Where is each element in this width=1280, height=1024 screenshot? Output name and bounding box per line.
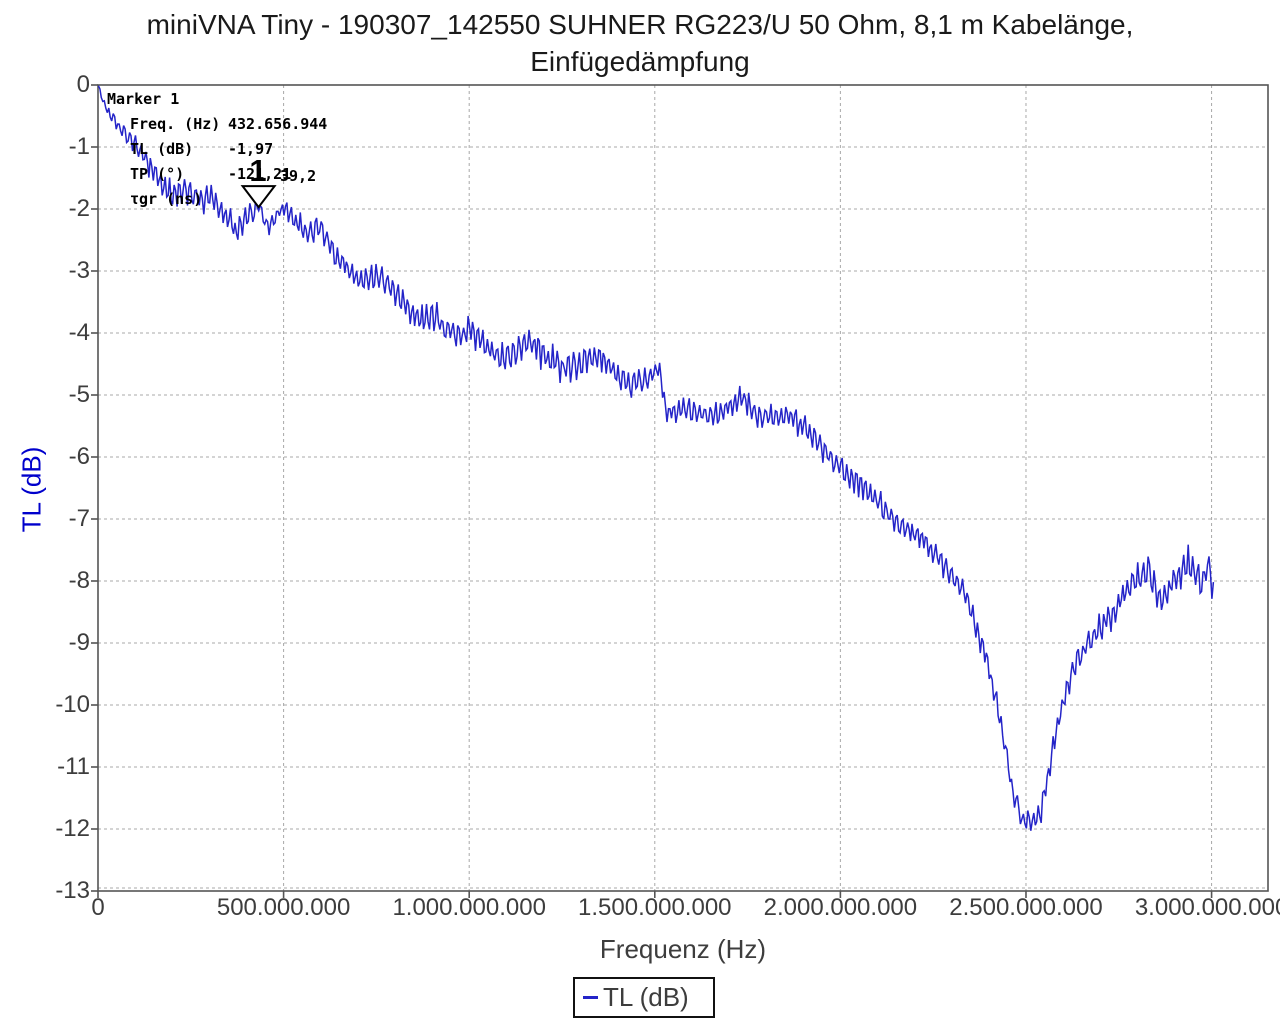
marker-taugr-value: 39,2 [280, 167, 317, 185]
tl-curve [98, 85, 1215, 831]
marker-row-tp: TP (°) -121,21 [104, 165, 384, 190]
y-tick-label: -9 [68, 629, 90, 656]
marker-number-label: 1 [249, 153, 267, 188]
y-tick-label: -10 [55, 691, 90, 718]
legend: TL (dB) [573, 977, 715, 1018]
x-axis-title: Frequenz (Hz) [599, 934, 767, 964]
y-tick-label: -1 [68, 133, 90, 160]
x-tick-label: 2.000.000.000 [763, 894, 918, 921]
marker-tl-value: -1,97 [228, 140, 274, 158]
y-tick-label: -3 [68, 257, 90, 284]
x-tick-label: 0 [91, 894, 105, 921]
y-tick-label: -2 [68, 195, 90, 222]
marker-title: Marker 1 [107, 90, 180, 108]
plot-border [97, 84, 1269, 892]
y-tick-label: 0 [76, 71, 90, 98]
y-tick-label: -6 [68, 443, 90, 470]
y-tick-label: -7 [68, 505, 90, 532]
marker-taugr-label: τgr (ns) [130, 190, 203, 208]
marker-tl-label: TL (dB) [130, 140, 194, 158]
marker-row-tl: TL (dB) -1,97 [104, 140, 384, 165]
x-tick-label: 1.500.000.000 [578, 894, 732, 921]
y-tick-label: -11 [57, 753, 90, 780]
y-tick-label: -5 [68, 381, 90, 408]
chart-title-line1: miniVNA Tiny - 190307_142550 SUHNER RG22… [146, 9, 1134, 40]
x-tick-label: 3.000.000.000 [1134, 894, 1280, 921]
marker-freq-value: 432.656.944 [228, 115, 328, 133]
chart-title-line2: Einfügedämpfung [530, 46, 750, 77]
legend-line-icon [583, 996, 598, 999]
y-tick-label: -12 [55, 815, 90, 842]
x-tick-label: 1.000.000.000 [392, 894, 546, 921]
marker-row-taugr: τgr (ns) [104, 190, 384, 215]
chart-title: miniVNA Tiny - 190307_142550 SUHNER RG22… [0, 6, 1280, 80]
y-tick-label: -4 [68, 319, 90, 346]
marker-freq-label: Freq. (Hz) [130, 115, 221, 133]
marker-row-freq: Freq. (Hz) 432.656.944 [104, 115, 384, 140]
y-tick-label: -8 [68, 567, 90, 594]
marker-info-box: Marker 1 Freq. (Hz) 432.656.944 TL (dB) … [104, 90, 384, 215]
marker-tp-label: TP (°) [130, 165, 185, 183]
x-tick-label: 500.000.000 [216, 894, 351, 921]
marker-tp-value: -121,21 [228, 165, 292, 183]
marker-triangle-icon[interactable] [240, 185, 277, 209]
legend-label: TL (dB) [603, 982, 689, 1012]
y-tick-label: -13 [55, 877, 90, 904]
x-tick-label: 2.500.000.000 [949, 894, 1103, 921]
